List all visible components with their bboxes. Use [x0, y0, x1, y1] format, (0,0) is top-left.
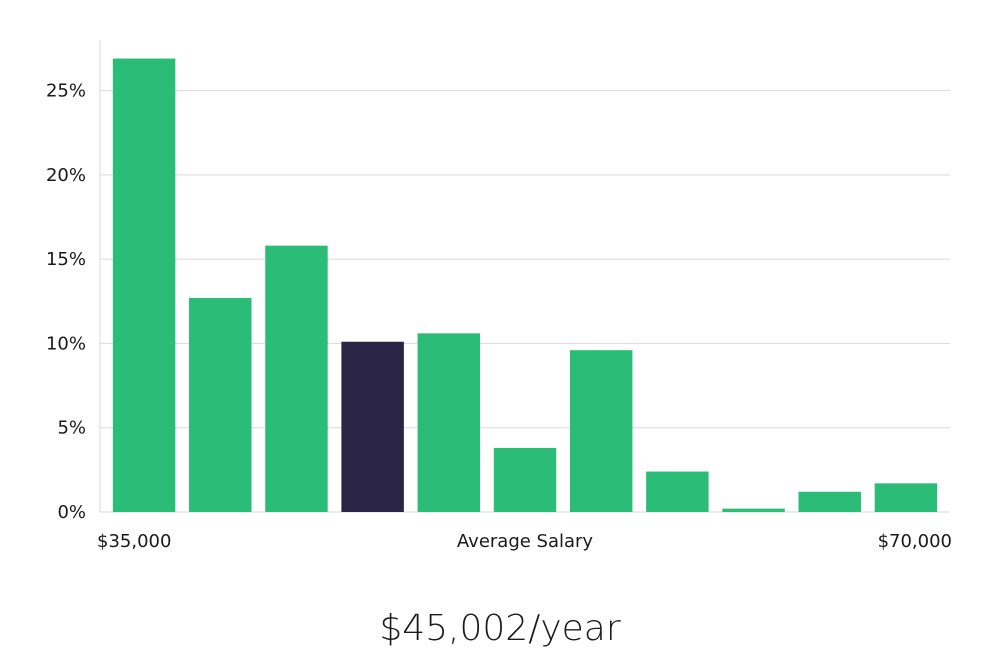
- bar: [265, 245, 328, 512]
- y-tick-label: 15%: [46, 249, 86, 270]
- bar: [417, 333, 481, 512]
- y-tick-label: 25%: [46, 81, 86, 102]
- y-tick-label: 0%: [57, 502, 86, 523]
- bar: [189, 297, 252, 512]
- salary-distribution-chart: 0%5%10%15%20%25% $35,000 Average Salary …: [46, 40, 952, 552]
- y-tick-label: 5%: [57, 418, 86, 439]
- x-axis-title: Average Salary: [457, 531, 594, 552]
- x-axis-right-label: $70,000: [878, 531, 952, 552]
- bar: [112, 58, 176, 513]
- bar: [493, 447, 557, 512]
- bar: [798, 491, 861, 512]
- bars: [112, 58, 938, 513]
- x-axis-left-label: $35,000: [97, 531, 171, 552]
- bar: [722, 508, 785, 512]
- average-salary-value: $45,002/year: [379, 608, 621, 649]
- y-tick-label: 10%: [46, 333, 86, 354]
- y-axis-ticks: 0% 5% 10% 15% 20% 25%: [46, 81, 86, 523]
- y-tick-label: 20%: [46, 165, 86, 186]
- bar-highlighted: [341, 341, 404, 512]
- bar: [569, 350, 633, 512]
- bar: [646, 471, 709, 512]
- bar: [874, 483, 938, 512]
